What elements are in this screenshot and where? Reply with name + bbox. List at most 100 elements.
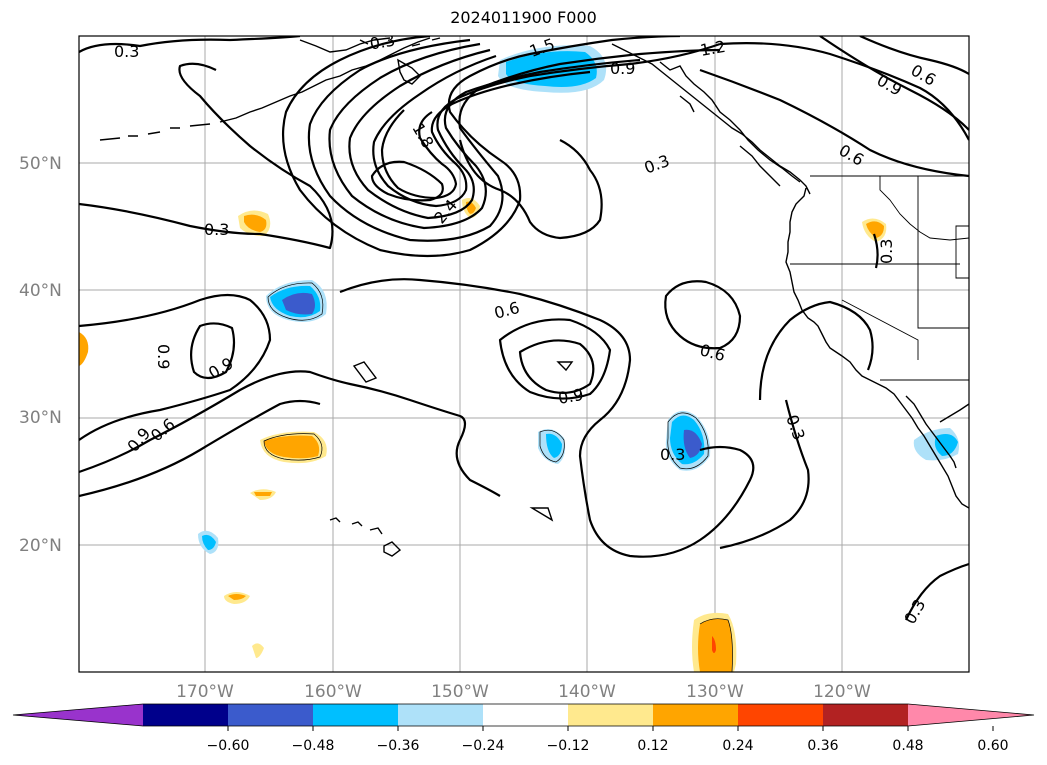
contour-0.6-east	[664, 280, 742, 350]
contour-0.9-loop	[189, 322, 236, 380]
colorbar-tick-label: −0.24	[462, 738, 505, 754]
colorbar-extend-max	[908, 704, 1034, 726]
colorbar-segment	[653, 704, 738, 726]
blue-patch-40n-core	[282, 292, 315, 315]
red-patch-south	[712, 636, 716, 653]
baja-coast	[905, 395, 969, 469]
colorbar-segment	[568, 704, 653, 726]
chart-title: 2024011900 F000	[450, 8, 597, 27]
contour-0.9-ring	[328, 42, 641, 230]
contour-0.9-center	[518, 339, 595, 395]
orange-patch-oregon-core	[866, 221, 884, 238]
colorbar-tick-label: −0.12	[547, 738, 590, 754]
lat-label: 30°N	[19, 408, 62, 428]
blue-patch-gulf-core	[506, 51, 597, 87]
blue-patch-140w-core	[546, 433, 562, 458]
us-west-coast	[785, 187, 969, 509]
contour-0.9-ne	[859, 36, 969, 75]
contour-0.3-ring-1	[281, 36, 681, 258]
orange-patch-24n-core	[254, 492, 272, 496]
contour-lines	[79, 36, 969, 621]
contour-0.3-oregon	[872, 233, 879, 269]
colorbar-segment	[228, 704, 313, 726]
contour-0.6-ring	[307, 38, 721, 242]
contour-label: 0.3	[877, 239, 896, 264]
contour-label: 0.9	[610, 59, 635, 78]
alaska-panhandle-coast	[611, 43, 811, 195]
colorbar-segment	[738, 704, 823, 726]
lat-label: 40°N	[19, 281, 62, 301]
contour-label: 0.9	[557, 385, 585, 408]
lon-label: 150°W	[431, 682, 489, 702]
gridlines	[79, 36, 969, 672]
alaska-aleutian-coast	[99, 37, 431, 141]
colorbar-tick-label: −0.48	[292, 738, 335, 754]
contour-0.3-sw	[905, 562, 969, 621]
map-panel	[79, 36, 969, 672]
contour-0.3-east	[758, 300, 874, 401]
patch-outlines	[263, 282, 733, 672]
colorbar-extend-min	[13, 704, 143, 726]
orange-patch-16n-core	[228, 594, 246, 600]
colorbar-tick-label: 0.48	[892, 738, 923, 754]
colorbar-tick-label: 0.36	[807, 738, 838, 754]
lon-label: 120°W	[813, 682, 871, 702]
colorbar-segment	[823, 704, 908, 726]
blue-patch-20n-core	[202, 534, 216, 550]
colorbar-tick-label: 0.24	[722, 738, 753, 754]
contour-label: 1.2	[699, 37, 727, 60]
colorbar-tick-label: 0.12	[637, 738, 668, 754]
orange-patch-45n-core	[244, 214, 267, 232]
contour-0.3-center	[339, 278, 755, 558]
orange-patch-left-edge	[79, 332, 89, 366]
contour-0.6-left	[79, 370, 501, 497]
contour-label: 0.3	[368, 30, 396, 53]
map-content: 0.3 0.3 1.5 1.2 0.9 0.6 0.9 1.8 0.3 2.4 …	[79, 30, 969, 672]
lon-label: 160°W	[304, 682, 362, 702]
small-islands	[352, 37, 574, 522]
orange-patch-14n	[252, 643, 264, 658]
contour-0.6-lower	[79, 399, 321, 498]
colorbar-tick-label: −0.36	[377, 738, 420, 754]
colorbar: −0.60 −0.48 −0.36 −0.24 −0.12 0.12 0.24 0.36 0.4…	[12, 703, 1035, 754]
lon-label: 130°W	[686, 682, 744, 702]
alaska-peninsula-coast	[299, 37, 421, 85]
blue-patch-baja-core	[934, 434, 958, 456]
contour-0.3-main	[79, 293, 272, 441]
blue-patch-130w-core	[683, 429, 702, 458]
contour-1.5-ring	[372, 54, 591, 208]
contour-label: 0.3	[660, 445, 685, 464]
contour-0.3-east-lower	[719, 399, 810, 550]
contour-0.6-nw	[699, 68, 969, 178]
lon-label: 140°W	[558, 682, 616, 702]
contour-0.3-right-gulf	[458, 139, 603, 240]
colorbar-tick-label: −0.60	[207, 738, 250, 754]
orange-patch-30n-core	[264, 435, 320, 459]
political-borders	[790, 175, 969, 381]
contour-1.8-ring	[380, 109, 458, 200]
contour-0.6-center	[498, 318, 612, 400]
latitude-labels: 50°N 40°N 30°N 20°N	[19, 154, 62, 556]
colorbar-segment	[483, 704, 568, 726]
colorbar-segment	[313, 704, 398, 726]
colorbar-segment	[143, 704, 228, 726]
colorbar-tick-label: 0.60	[977, 738, 1008, 754]
lat-label: 20°N	[19, 536, 62, 556]
longitude-labels: 170°W 160°W 150°W 140°W 130°W 120°W	[176, 682, 871, 702]
hawaii-islands	[329, 517, 402, 557]
lon-label: 170°W	[176, 682, 234, 702]
map-frame	[78, 35, 970, 673]
lat-label: 50°N	[19, 154, 62, 174]
colorbar-segment	[398, 704, 483, 726]
contour-label: 0.3	[204, 220, 229, 239]
contour-label: 0.3	[114, 42, 139, 61]
contour-0.3-north	[79, 36, 301, 53]
contour-1.2-ring	[348, 42, 721, 220]
coastlines	[99, 37, 969, 557]
contour-1.2-ne	[719, 42, 969, 141]
contour-2.1-loop	[370, 160, 444, 202]
contour-0.3-west	[79, 62, 334, 250]
contour-label: 0.9	[154, 344, 173, 369]
bc-islands	[659, 61, 801, 187]
